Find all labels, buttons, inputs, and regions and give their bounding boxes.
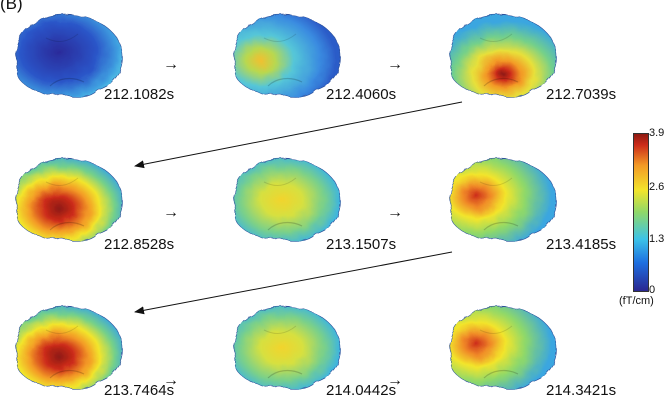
sequence-arrow-icon: → bbox=[387, 372, 403, 389]
brain-map-1 bbox=[6, 8, 128, 106]
brain-map-2 bbox=[224, 8, 346, 106]
colorbar-tick-2: 2.6 bbox=[649, 181, 665, 193]
timestamp-label: 214.3421s bbox=[546, 382, 617, 399]
timestamp-label: 214.0442s bbox=[326, 382, 397, 399]
timestamp-label: 212.8528s bbox=[104, 236, 175, 253]
colorbar bbox=[633, 133, 649, 292]
sequence-arrow-icon: → bbox=[387, 204, 403, 221]
colorbar-tick-max: 3.9 bbox=[649, 127, 665, 139]
sequence-arrow-icon: → bbox=[163, 372, 179, 389]
panel-label: (B) bbox=[0, 0, 23, 13]
brain-map-3 bbox=[440, 8, 562, 106]
timestamp-label: 212.4060s bbox=[326, 86, 397, 103]
timestamp-label: 213.1507s bbox=[326, 236, 397, 253]
brain-map-9 bbox=[440, 300, 562, 398]
colorbar-unit: (fT/cm) bbox=[619, 295, 654, 307]
sequence-arrow-icon: → bbox=[163, 204, 179, 221]
colorbar-tick-1: 1.3 bbox=[649, 233, 665, 245]
sequence-arrow-icon: → bbox=[163, 56, 179, 73]
sequence-arrow-icon: → bbox=[387, 56, 403, 73]
brain-map-7 bbox=[6, 300, 128, 398]
timestamp-label: 213.7464s bbox=[104, 382, 175, 399]
timestamp-label: 212.1082s bbox=[104, 86, 175, 103]
brain-map-8 bbox=[224, 300, 346, 398]
colorbar-tick-min: 0 bbox=[649, 284, 656, 296]
brain-map-6 bbox=[440, 152, 562, 250]
timestamp-label: 212.7039s bbox=[546, 86, 617, 103]
timestamp-label: 213.4185s bbox=[546, 236, 617, 253]
brain-map-4 bbox=[6, 152, 128, 250]
